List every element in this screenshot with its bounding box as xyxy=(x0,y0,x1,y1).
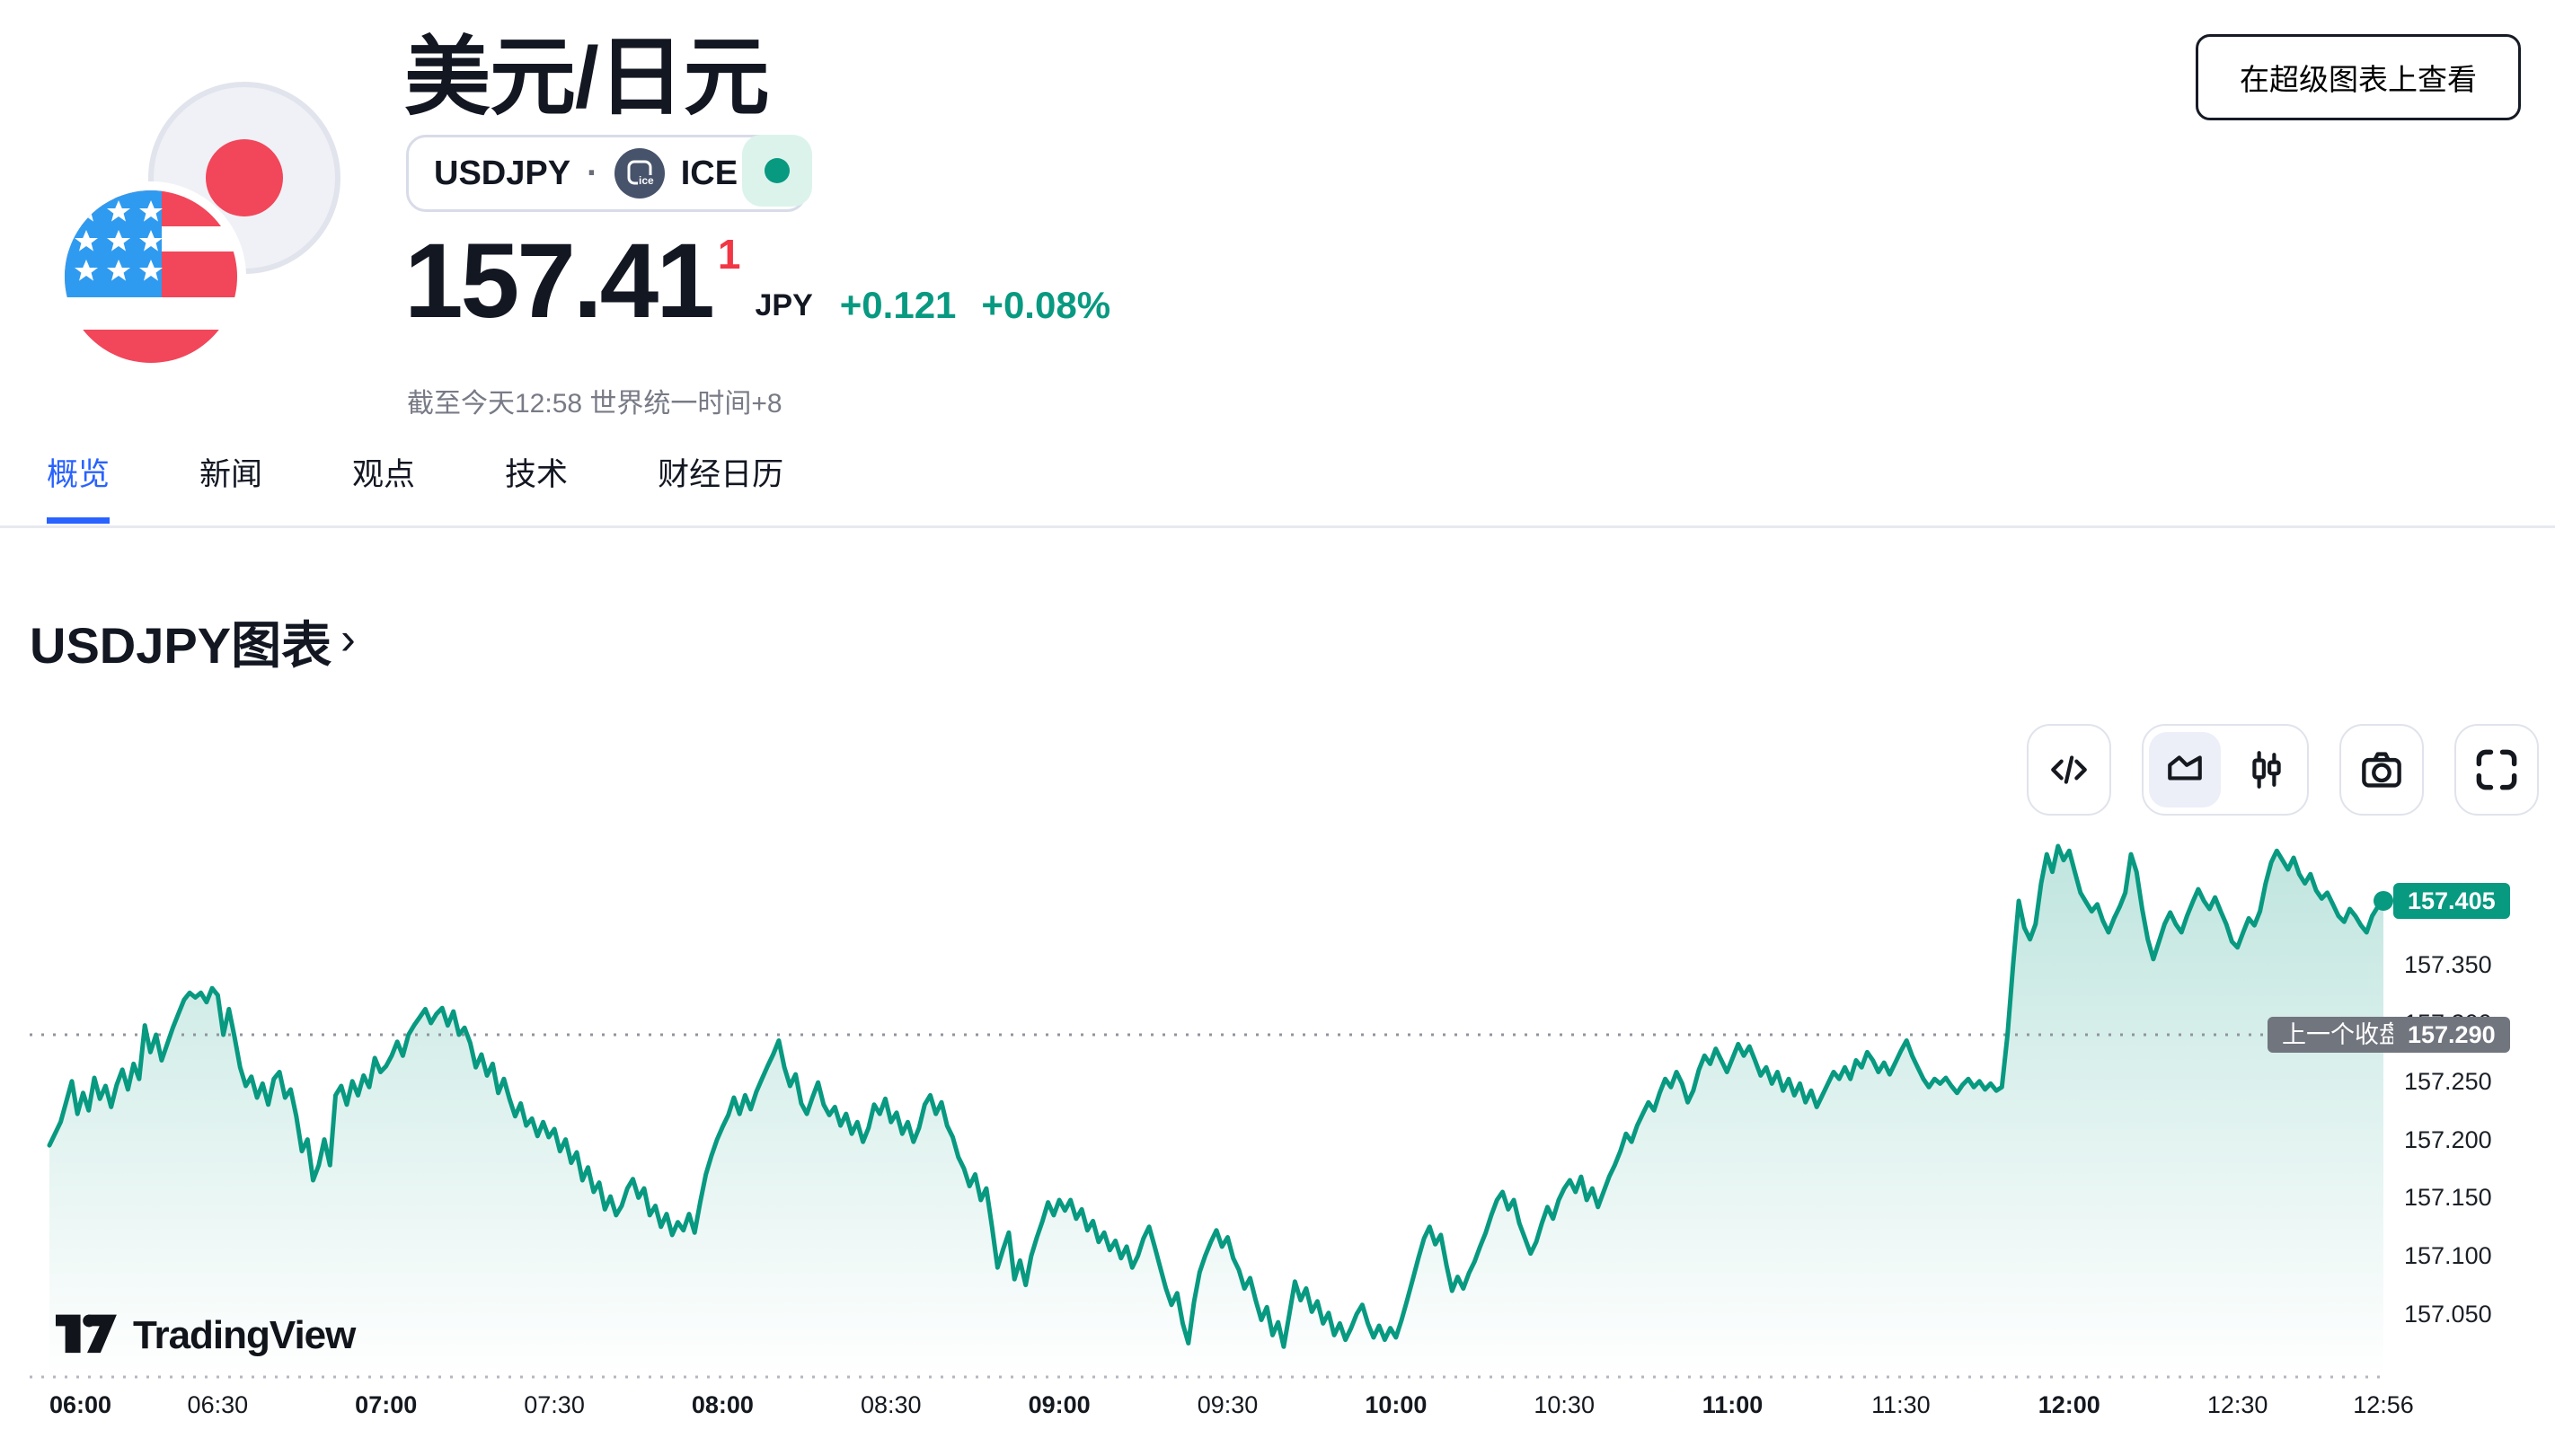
time-scale-label: 08:30 xyxy=(860,1391,922,1418)
time-scale-label: 08:00 xyxy=(691,1391,754,1418)
time-scale-label: 10:30 xyxy=(1534,1391,1595,1418)
area-fill xyxy=(49,846,2383,1377)
page-title: 美元/日元 xyxy=(404,30,770,126)
us-flag-icon xyxy=(56,181,246,372)
time-scale-label: 12:00 xyxy=(2038,1391,2100,1418)
tradingview-watermark[interactable]: TradingView xyxy=(56,1313,356,1358)
ice-exchange-icon: ice xyxy=(614,148,665,199)
time-scale-label: 06:00 xyxy=(49,1391,112,1418)
tab-ideas[interactable]: 观点 xyxy=(352,457,416,492)
tradingview-logo-text: TradingView xyxy=(133,1313,356,1357)
price-scale-label: 157.100 xyxy=(2404,1242,2492,1270)
price-scale-label: 157.350 xyxy=(2404,951,2492,979)
market-open-dot-icon xyxy=(765,158,790,183)
area-chart-type-button[interactable] xyxy=(2144,726,2225,814)
last-price: 157.41 xyxy=(404,222,715,340)
last-price-dot-icon xyxy=(2374,890,2393,911)
chart-toolbar xyxy=(2027,724,2539,816)
symbol-exchange-selector[interactable]: USDJPY · ice ICE xyxy=(406,135,808,212)
tab-overview[interactable]: 概览 xyxy=(47,449,110,524)
tradingview-logo-icon xyxy=(56,1314,117,1354)
chart-heading-text: USDJPY图表 xyxy=(30,617,332,674)
exchange-label: ICE xyxy=(680,154,738,192)
view-on-superchart-button[interactable]: 在超级图表上查看 xyxy=(2196,34,2521,120)
camera-icon xyxy=(2362,752,2401,788)
previous-close-price-badge: 157.290 xyxy=(2393,1017,2510,1053)
time-scale-label: 12:30 xyxy=(2206,1391,2268,1418)
current-price-badge: 157.405 xyxy=(2393,882,2510,919)
change-absolute: +0.121 xyxy=(839,283,957,326)
candles-chart-type-button[interactable] xyxy=(2225,726,2307,814)
quote-timestamp: 截至今天12:58 世界统一时间+8 xyxy=(407,389,782,419)
time-scale-label: 09:30 xyxy=(1197,1391,1259,1418)
tab-economic-calendar[interactable]: 财经日历 xyxy=(658,457,784,492)
candlestick-icon xyxy=(2251,751,2281,789)
svg-text:ice: ice xyxy=(639,174,654,187)
time-scale-label: 11:30 xyxy=(1871,1391,1931,1418)
time-scale-label: 07:30 xyxy=(524,1391,585,1418)
price-scale-label: 157.250 xyxy=(2404,1067,2492,1095)
snapshot-button[interactable] xyxy=(2339,724,2424,816)
symbol-label: USDJPY xyxy=(434,154,571,192)
price-currency: JPY xyxy=(755,287,813,322)
time-scale-label: 07:00 xyxy=(355,1391,418,1418)
market-status-chip[interactable] xyxy=(742,135,812,207)
price-precision-sup: 1 xyxy=(717,231,741,278)
chart-section-heading[interactable]: USDJPY图表 › xyxy=(30,605,356,678)
tab-technicals[interactable]: 技术 xyxy=(505,457,569,492)
time-scale-label: 11:00 xyxy=(1702,1391,1764,1418)
fullscreen-icon xyxy=(2476,749,2517,790)
previous-close-label-badge: 上一个收盘 xyxy=(2268,1017,2418,1053)
price-scale-label: 157.050 xyxy=(2404,1301,2492,1328)
tabs-divider xyxy=(0,525,2555,528)
price-line xyxy=(47,843,2386,1349)
time-scale-label: 09:00 xyxy=(1028,1391,1091,1418)
embed-code-button[interactable] xyxy=(2027,724,2111,816)
chevron-right-icon: › xyxy=(340,613,356,664)
separator-dot: · xyxy=(587,154,598,192)
symbol-tabs: 概览 新闻 观点 技术 财经日历 xyxy=(47,449,783,524)
price-block: 157.41 1 JPY +0.121 +0.08% xyxy=(404,222,1110,340)
area-chart-icon xyxy=(2167,755,2202,781)
price-change: +0.121 +0.08% xyxy=(840,284,1110,327)
area-chart-active-indicator xyxy=(2148,732,2221,807)
tab-news[interactable]: 新闻 xyxy=(199,457,263,492)
time-scale-label: 10:00 xyxy=(1365,1391,1428,1418)
code-icon xyxy=(2051,755,2087,784)
chart-type-switcher xyxy=(2142,724,2309,816)
price-scale-label: 157.200 xyxy=(2404,1125,2492,1153)
currency-pair-flags-icon xyxy=(56,82,340,372)
price-scale-label: 157.150 xyxy=(2404,1184,2492,1212)
time-scale-label: 06:30 xyxy=(187,1391,249,1418)
fullscreen-button[interactable] xyxy=(2454,724,2539,816)
time-scale-label: 12:56 xyxy=(2353,1391,2414,1418)
change-percent: +0.08% xyxy=(981,283,1111,326)
